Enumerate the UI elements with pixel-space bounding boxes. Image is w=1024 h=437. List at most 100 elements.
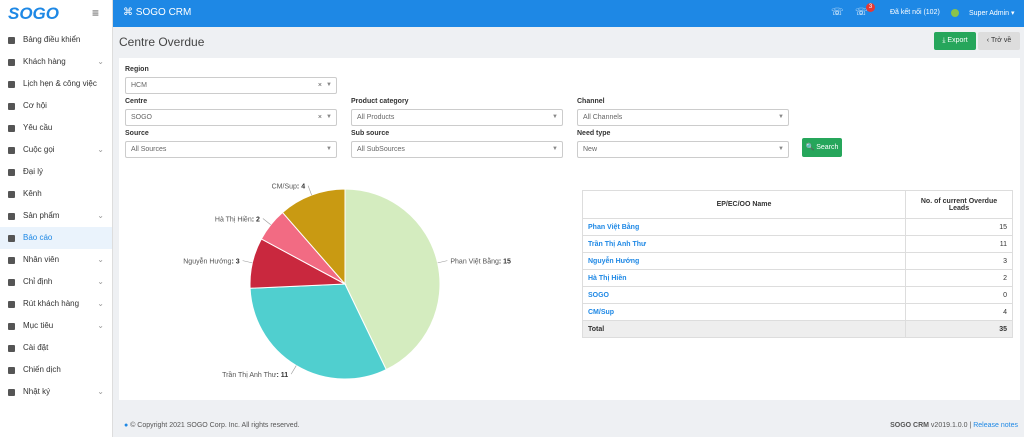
- select[interactable]: All Products ▼: [351, 109, 563, 126]
- menu-icon: [8, 279, 15, 286]
- select-value: HCM: [131, 82, 147, 89]
- slice-label: Phan Việt Bằng: 15: [450, 257, 511, 266]
- menu-item[interactable]: Bảng điều khiển: [0, 29, 112, 51]
- menu-item[interactable]: Chỉ định ⌄: [0, 271, 112, 293]
- menu-item[interactable]: Nhật ký ⌄: [0, 381, 112, 403]
- caret: ▼: [778, 146, 784, 152]
- clear-icon[interactable]: ×: [317, 82, 322, 89]
- caret: ▼: [552, 146, 558, 152]
- status-dot: [951, 9, 959, 17]
- leader-line: [242, 260, 253, 264]
- slice-value: : 11: [276, 372, 288, 379]
- menu-item[interactable]: Lịch hẹn & công việc: [0, 73, 112, 95]
- caret: ▼: [778, 114, 784, 120]
- filter-label: Channel: [577, 98, 605, 105]
- version: v2019.1.0.0 |: [930, 422, 972, 429]
- caret: ▼: [326, 82, 332, 88]
- menu-item[interactable]: Kênh: [0, 183, 112, 205]
- menu-icon: [8, 389, 15, 396]
- menu-item[interactable]: Sản phẩm ⌄: [0, 205, 112, 227]
- menu-label: Cuộc gọi: [23, 145, 55, 154]
- filter-label: Product category: [351, 98, 409, 105]
- phone-icon[interactable]: ☏: [831, 7, 844, 18]
- select-value: All Sources: [131, 146, 167, 153]
- slice-value: : 2: [252, 217, 260, 224]
- back-button[interactable]: ‹ Trở về: [978, 32, 1020, 50]
- table-row: Trần Thị Anh Thư 11: [582, 235, 1013, 253]
- clear-icon[interactable]: ×: [317, 114, 322, 121]
- badge: 3: [866, 3, 875, 12]
- footer-copyright: ● © Copyright 2021 SOGO Corp. Inc. All r…: [124, 422, 300, 429]
- slice-value: : 15: [499, 259, 511, 266]
- menu-item[interactable]: Cài đặt: [0, 337, 112, 359]
- search-button[interactable]: 🔍 Search: [802, 138, 842, 157]
- menu-item[interactable]: Báo cáo: [0, 227, 112, 249]
- menu-icon: [8, 235, 15, 242]
- menu-item[interactable]: Chiến dịch: [0, 359, 112, 381]
- select[interactable]: HCM × ▼: [125, 77, 337, 94]
- name-cell[interactable]: Nguyễn Hướng: [582, 252, 906, 270]
- leader-line: [290, 365, 297, 375]
- menu-item[interactable]: Rút khách hàng ⌄: [0, 293, 112, 315]
- export-button[interactable]: ⤓ Export: [934, 32, 976, 50]
- slice-name: CM/Sup: [272, 184, 297, 191]
- select[interactable]: SOGO × ▼: [125, 109, 337, 126]
- menu-item[interactable]: Cơ hội: [0, 95, 112, 117]
- copyright-text: © Copyright 2021 SOGO Corp. Inc. All rig…: [130, 422, 300, 429]
- select[interactable]: New ▼: [577, 141, 789, 158]
- name-cell[interactable]: CM/Sup: [582, 303, 906, 321]
- menu-label: Bảng điều khiển: [23, 35, 81, 44]
- menu-icon: [8, 367, 15, 374]
- slice-name: Trần Thị Anh Thư: [222, 370, 277, 379]
- user-menu[interactable]: Super Admin ▾: [969, 10, 1015, 17]
- table-row: Phan Việt Bằng 15: [582, 218, 1013, 236]
- chevron: ⌄: [97, 321, 104, 330]
- select-value: All Products: [357, 114, 395, 121]
- release-notes-link[interactable]: Release notes: [973, 422, 1018, 429]
- menu-icon: [8, 125, 15, 132]
- menu-item[interactable]: Cuộc gọi ⌄: [0, 139, 112, 161]
- name-cell[interactable]: Phan Việt Bằng: [582, 218, 906, 236]
- menu-toggle[interactable]: ≡: [92, 6, 100, 20]
- filter-label: Centre: [125, 98, 148, 105]
- slice-label: CM/Sup: 4: [272, 184, 306, 191]
- value-cell: 4: [905, 303, 1013, 321]
- menu-label: Yêu cầu: [23, 123, 53, 132]
- select[interactable]: All Sources ▼: [125, 141, 337, 158]
- menu-label: Cài đặt: [23, 343, 49, 352]
- pie-chart: Phan Việt Bằng: 15 Trần Thị Anh Thư: 11 Ng…: [183, 184, 511, 380]
- value-cell: 11: [905, 235, 1013, 253]
- menu-label: Khách hàng: [23, 57, 66, 66]
- select[interactable]: All SubSources ▼: [351, 141, 563, 158]
- caret: ▼: [552, 114, 558, 120]
- slice-label: Hà Thị Hiền: 2: [215, 215, 260, 224]
- total-row: Total 35: [582, 320, 1013, 338]
- logo[interactable]: SOGO: [8, 4, 60, 23]
- table-row: Nguyễn Hướng 3: [582, 252, 1013, 270]
- menu-item[interactable]: Khách hàng ⌄: [0, 51, 112, 73]
- menu-label: Rút khách hàng: [23, 299, 80, 308]
- slice-name: Phan Việt Bằng: [450, 257, 499, 266]
- search-text: Search: [816, 144, 839, 151]
- leader-line: [262, 218, 271, 226]
- export-text: Export: [947, 37, 968, 44]
- chevron: ⌄: [97, 211, 104, 220]
- name-cell[interactable]: SOGO: [582, 286, 906, 304]
- menu-item[interactable]: Nhân viên ⌄: [0, 249, 112, 271]
- total-cell: 35: [905, 320, 1013, 338]
- app-title-text: SOGO CRM: [135, 7, 192, 18]
- select[interactable]: All Channels ▼: [577, 109, 789, 126]
- menu-icon: [8, 213, 15, 220]
- filter-label: Sub source: [351, 130, 390, 137]
- menu-item[interactable]: Mục tiêu ⌄: [0, 315, 112, 337]
- menu-icon: [8, 103, 15, 110]
- name-cell[interactable]: Hà Thị Hiền: [582, 269, 906, 287]
- menu-icon: [8, 169, 15, 176]
- missed-call-icon[interactable]: ☏: [855, 7, 868, 18]
- name-cell[interactable]: Trần Thị Anh Thư: [582, 235, 906, 253]
- report-panel: 🔍 Search Phan Việt Bằng: 15 Trần Thị Anh …: [119, 58, 1020, 400]
- menu-item[interactable]: Đại lý: [0, 161, 112, 183]
- value-cell: 2: [905, 269, 1013, 287]
- chevron: ⌄: [97, 145, 104, 154]
- menu-item[interactable]: Yêu cầu: [0, 117, 112, 139]
